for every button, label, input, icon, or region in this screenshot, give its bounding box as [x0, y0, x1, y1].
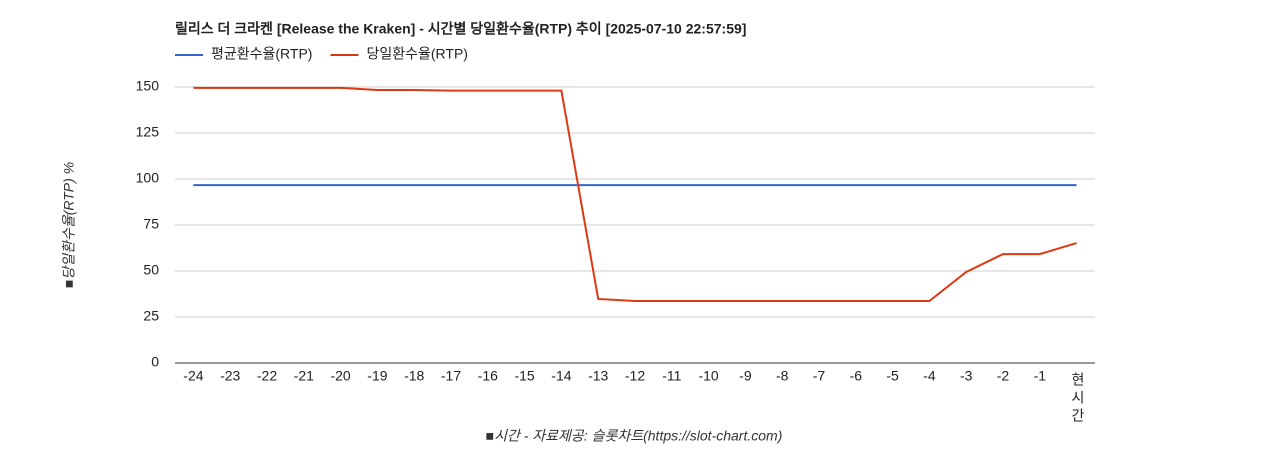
- x-tick-label: -22: [257, 368, 277, 384]
- y-tick-label: 25: [143, 308, 159, 324]
- x-tick-label: -20: [330, 368, 350, 384]
- x-tick-label: -4: [923, 368, 936, 384]
- x-tick-label: -13: [588, 368, 608, 384]
- y-tick-label: 150: [136, 78, 160, 94]
- x-tick-label: -17: [441, 368, 461, 384]
- x-tick-label: -24: [183, 368, 203, 384]
- x-axis-label: ■시간 - 자료제공: 슬롯차트(https://slot-chart.com): [486, 428, 783, 444]
- x-tick-label: -8: [776, 368, 789, 384]
- x-tick-label: -11: [662, 368, 681, 384]
- x-tick-label: -18: [404, 368, 424, 384]
- y-tick-label: 50: [143, 262, 159, 278]
- x-tick-label: -21: [294, 368, 314, 384]
- series-line: [193, 86, 1077, 302]
- x-tick-label: -16: [478, 368, 498, 384]
- y-tick-label: 100: [136, 170, 160, 186]
- x-tick-label: -5: [886, 368, 899, 384]
- x-tick-label: -3: [960, 368, 973, 384]
- x-tick-label: -15: [514, 368, 534, 384]
- legend-label: 평균환수율(RTP): [211, 46, 312, 62]
- x-tick-label: -23: [220, 368, 240, 384]
- x-tick-label: -6: [850, 368, 863, 384]
- x-tick-label: -10: [698, 368, 718, 384]
- x-tick-label: -2: [997, 368, 1010, 384]
- y-tick-label: 125: [136, 124, 160, 140]
- x-tick-label: -19: [367, 368, 387, 384]
- x-tick-label: 현시간: [1070, 372, 1086, 426]
- y-tick-label: 75: [143, 216, 159, 232]
- y-axis-label: ■당일환수율(RTP) %: [61, 162, 77, 288]
- x-tick-label: -14: [551, 368, 571, 384]
- x-tick-label: -12: [625, 368, 645, 384]
- x-tick-label: -1: [1034, 368, 1047, 384]
- x-tick-label: -7: [813, 368, 826, 384]
- legend-label: 당일환수율(RTP): [366, 46, 467, 62]
- y-tick-label: 0: [151, 354, 159, 370]
- chart-title: 릴리스 더 크라켄 [Release the Kraken] - 시간별 당일환…: [175, 21, 746, 37]
- x-tick-label: -9: [739, 368, 752, 384]
